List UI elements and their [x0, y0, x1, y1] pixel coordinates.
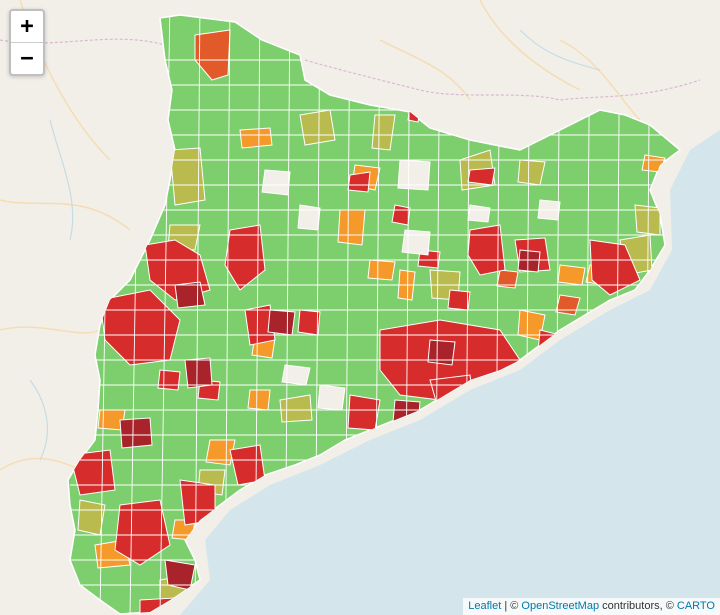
base-rivers	[29, 29, 601, 461]
leaflet-link[interactable]: Leaflet	[468, 600, 502, 612]
attribution: Leaflet | © OpenStreetMap contributors, …	[463, 598, 720, 615]
attribution-separator: | ©	[501, 600, 522, 612]
zoom-out-button[interactable]: −	[11, 42, 43, 74]
base-borders	[0, 38, 701, 101]
zoom-in-button[interactable]: +	[20, 14, 34, 39]
openstreetmap-link[interactable]: OpenStreetMap	[521, 600, 600, 612]
choropleth-nodata[interactable]	[261, 159, 561, 411]
carto-link[interactable]: CARTO	[676, 600, 715, 612]
sea-area	[180, 130, 720, 615]
attribution-contributors: contributors, ©	[599, 600, 677, 612]
zoom-control: + −	[9, 9, 45, 76]
